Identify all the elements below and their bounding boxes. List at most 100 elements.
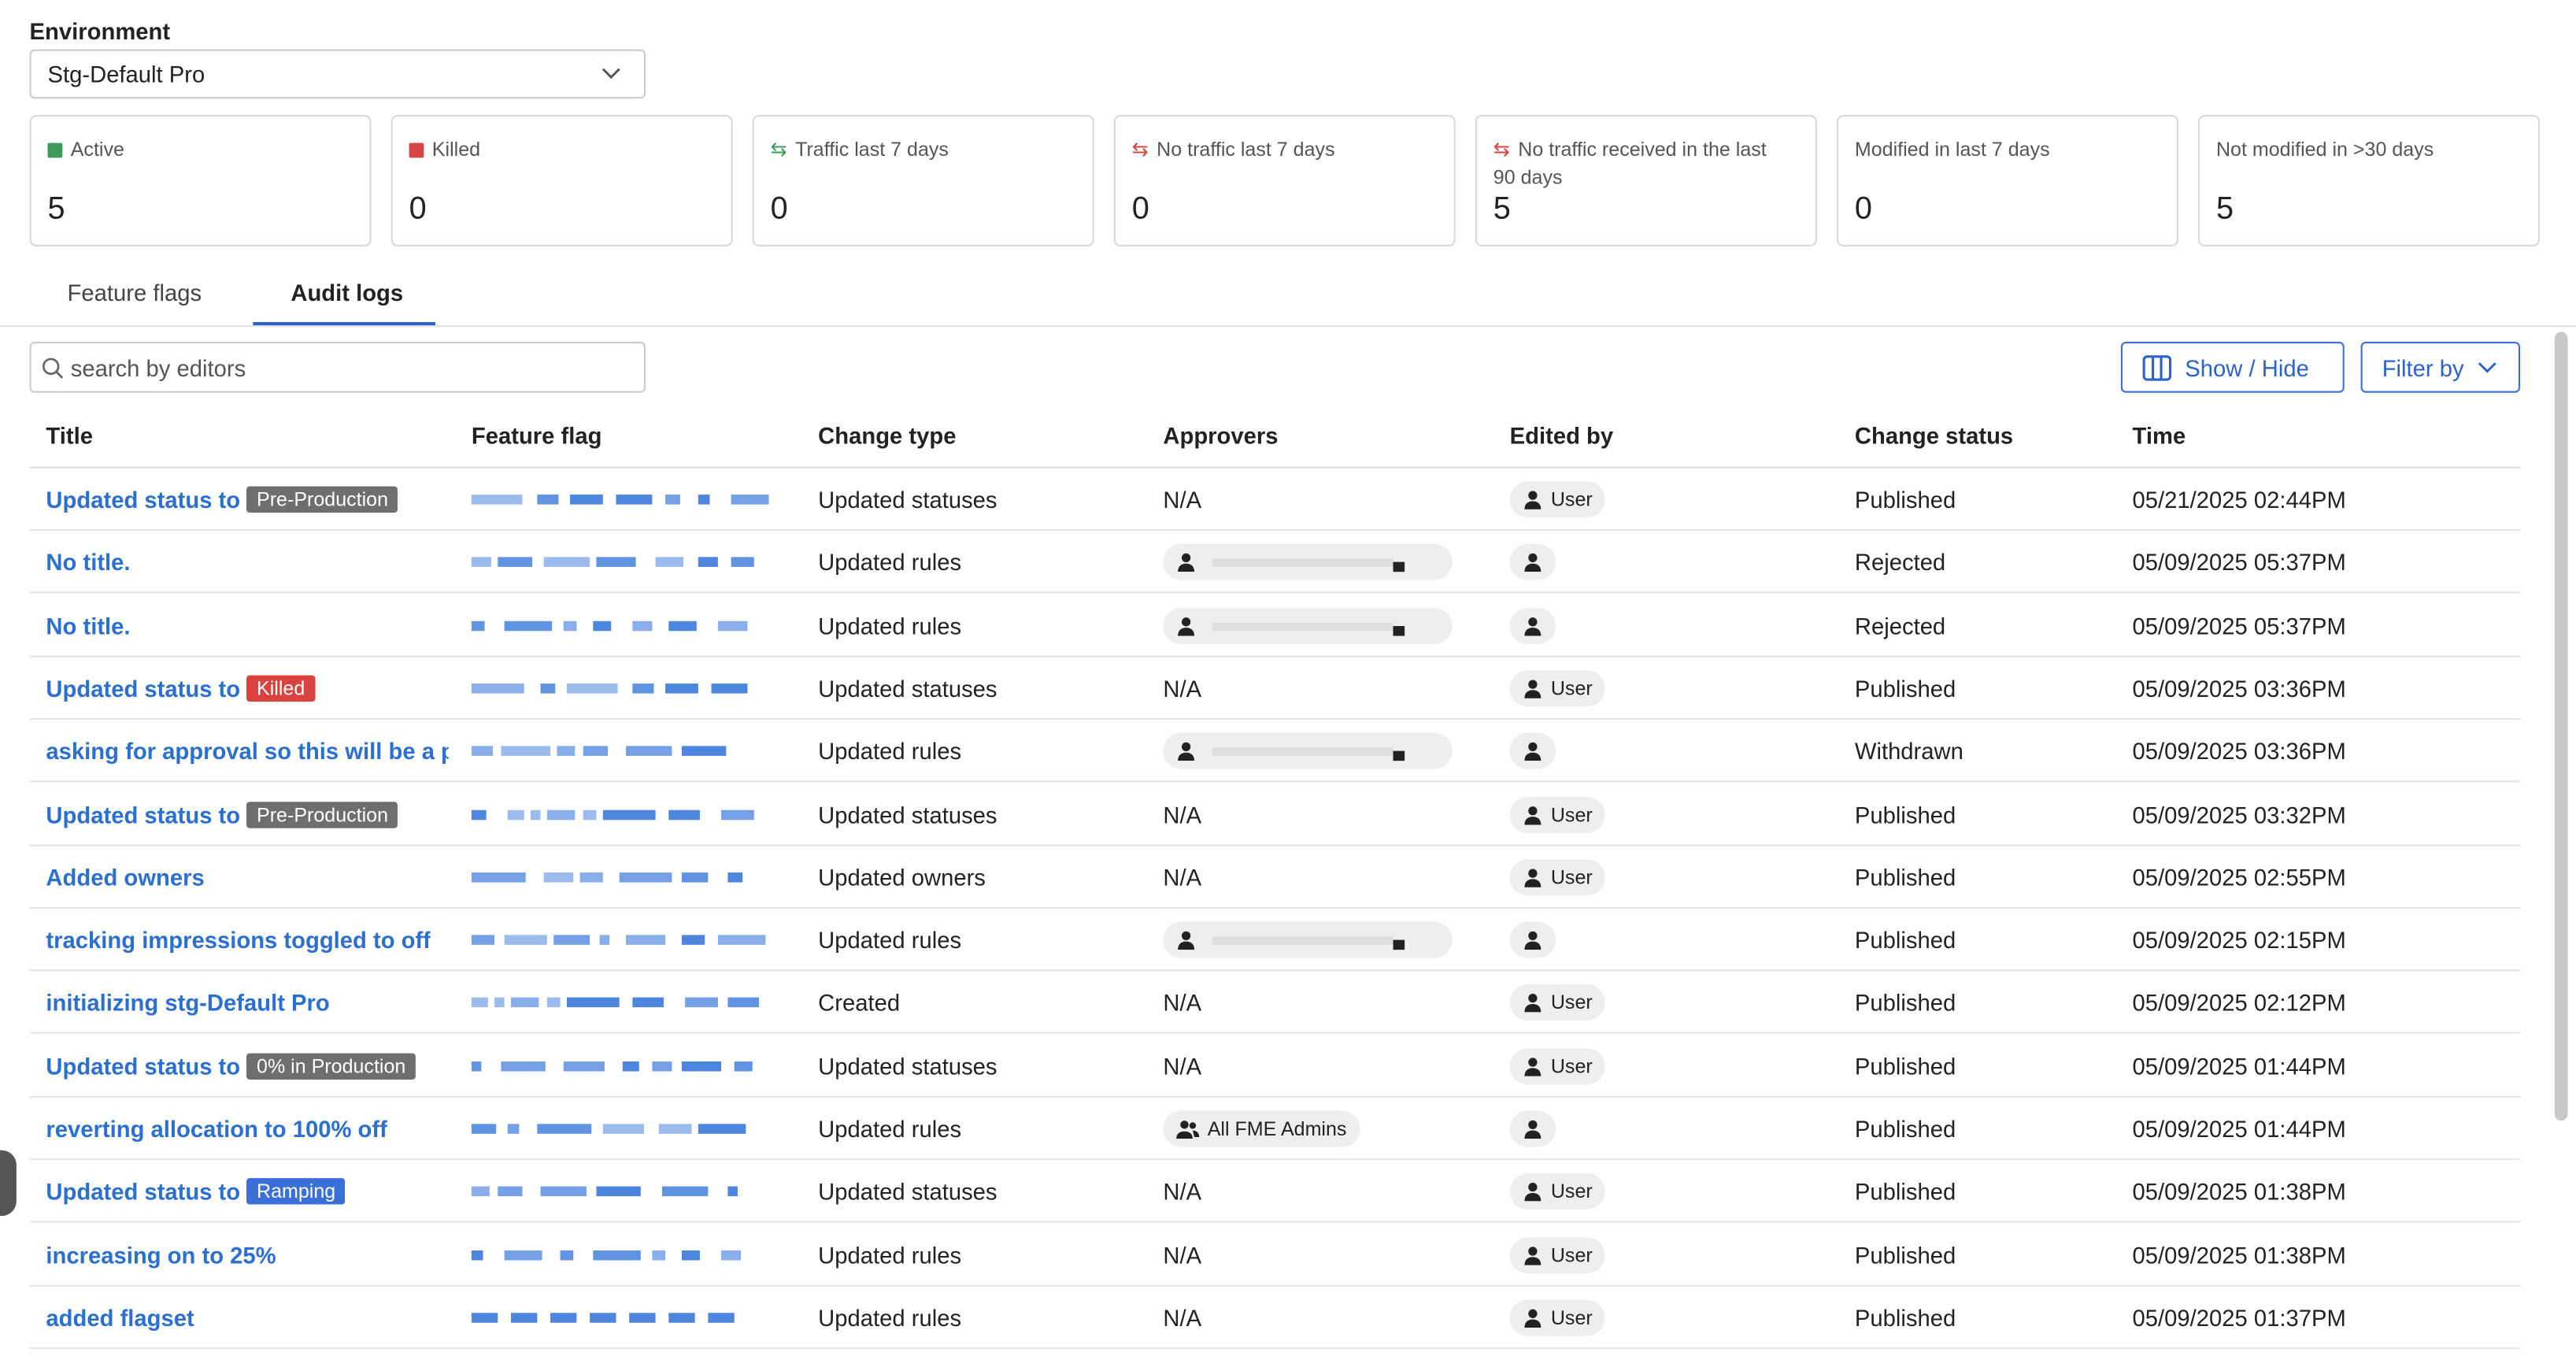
approvers: N/A [1163, 990, 1202, 1017]
title-link[interactable]: Added owners [46, 864, 205, 891]
title-link[interactable]: initializing stg-Default Pro [46, 990, 330, 1017]
feature-flag-redacted [471, 469, 769, 531]
editor-name: User [1550, 1180, 1593, 1204]
redaction-block [570, 495, 603, 505]
traffic-icon: ⇆ [1493, 138, 1510, 161]
redaction-block [1212, 747, 1393, 757]
title-link[interactable]: Updated status to [46, 486, 241, 513]
title-link[interactable]: Updated status to [46, 1052, 241, 1080]
editor-pill: User [1509, 1173, 1606, 1210]
redaction-block [596, 1187, 641, 1197]
redaction-block [668, 1313, 695, 1323]
approvers: N/A [1163, 1304, 1202, 1331]
redaction-block [626, 935, 666, 946]
table-row: increasing on to 25% Updated rules N/A User… [29, 1224, 2520, 1287]
title-cell: reverting allocation to 100% off [46, 1098, 387, 1160]
table-row: No title. Updated rules Rejected 05/09/2025… [29, 532, 2520, 594]
redaction-block [537, 1124, 592, 1134]
feature-flag-redacted [471, 657, 759, 719]
change-type: Created [818, 990, 901, 1017]
column-header: Approvers [1163, 422, 1279, 449]
stat-value: 5 [2215, 192, 2234, 227]
edited-by-cell [1509, 1098, 1556, 1160]
time: 05/09/2025 01:38PM [2132, 1241, 2346, 1269]
redaction-block [661, 1187, 709, 1197]
stat-label: No traffic last 7 days [1157, 138, 1335, 161]
tab[interactable]: Feature flags [67, 279, 202, 306]
title-cell: Added owners [46, 846, 204, 908]
title-link[interactable]: Updated status to [46, 675, 241, 702]
redaction-block [546, 809, 576, 820]
change-type: Updated statuses [818, 801, 997, 828]
change-type: Updated rules [818, 549, 962, 576]
approvers: N/A [1163, 1052, 1202, 1080]
title-cell: tracking impressions toggled to off [46, 909, 431, 971]
feature-flag-redacted [471, 720, 759, 782]
title-link[interactable]: Updated status to [46, 801, 241, 828]
redaction-block [652, 1250, 666, 1260]
change-status: Published [1854, 486, 1956, 513]
title-link[interactable]: asking for approval so this will be a pe [46, 738, 449, 765]
title-cell: Updated status to 0% in Production [46, 1035, 416, 1097]
edited-by-cell: User [1509, 1035, 1606, 1097]
change-status: Published [1854, 1052, 1956, 1080]
table-row: asking for approval so this will be a pe… [29, 720, 2520, 783]
approvers: N/A [1163, 1178, 1202, 1206]
change-type: Updated statuses [818, 1178, 997, 1206]
change-status: Published [1854, 675, 1956, 702]
show-hide-button[interactable]: Show / Hide [2120, 342, 2345, 393]
title-link[interactable]: Updated status to [46, 1178, 241, 1206]
feature-flag-redacted [471, 1224, 759, 1286]
chevron [2478, 361, 2496, 372]
title-link[interactable]: increasing on to 25% [46, 1241, 276, 1269]
editor-name: User [1550, 1243, 1593, 1266]
title-cell: No title. [46, 532, 130, 594]
title-link[interactable]: No title. [46, 612, 131, 639]
change-status: Rejected [1854, 549, 1946, 576]
redaction-block [681, 935, 705, 946]
redaction-block [711, 683, 748, 694]
title-link[interactable]: added flagset [46, 1304, 194, 1331]
redaction-block [471, 1250, 483, 1260]
edited-by-cell [1509, 595, 1556, 657]
redaction-block [727, 872, 743, 883]
stat-label: No traffic received in the last 90 days [1493, 138, 1767, 189]
traffic-icon: ⇆ [1131, 138, 1149, 161]
stat-card: Killed 0 [390, 115, 733, 247]
status-badge: 0% in Production [246, 1052, 416, 1080]
stat-value: 5 [47, 192, 65, 227]
time: 05/09/2025 03:36PM [2132, 738, 2346, 765]
redaction-block [583, 746, 609, 757]
time: 05/09/2025 02:15PM [2132, 927, 2346, 954]
traffic-icon: ⇆ [770, 138, 787, 161]
title-link[interactable]: tracking impressions toggled to off [46, 927, 431, 954]
redaction-block [698, 495, 710, 505]
tab[interactable]: Audit logs [291, 279, 404, 306]
env-select[interactable]: Stg-Default Pro [29, 49, 646, 99]
redaction-block [727, 998, 760, 1008]
search-box[interactable]: search by editors [29, 342, 646, 393]
person-icon [1523, 1056, 1542, 1076]
redaction-block [681, 746, 727, 757]
stat-value: 0 [409, 192, 427, 227]
feature-flag-redacted [471, 846, 759, 908]
redaction-block [698, 558, 718, 568]
title-cell: Updated status to Pre-Production [46, 469, 398, 531]
person-icon [1176, 1119, 1200, 1139]
stat-label-wrap: Killed [409, 136, 709, 164]
title-link[interactable]: reverting allocation to 100% off [46, 1115, 387, 1143]
redaction-block [665, 495, 680, 505]
title-link[interactable]: No title. [46, 549, 131, 576]
redaction-block [629, 1313, 656, 1323]
divider [0, 325, 2576, 328]
redaction-block [566, 683, 618, 694]
redaction-block [471, 1187, 490, 1197]
redaction-block [579, 872, 603, 883]
column-header: Change status [1854, 422, 2014, 449]
redaction-block [599, 935, 610, 946]
person-icon [1523, 804, 1542, 824]
person-icon [1523, 993, 1542, 1013]
stat-value: 0 [1131, 192, 1149, 227]
redaction-block [543, 872, 574, 883]
filter-button[interactable]: Filter by [2360, 342, 2520, 393]
